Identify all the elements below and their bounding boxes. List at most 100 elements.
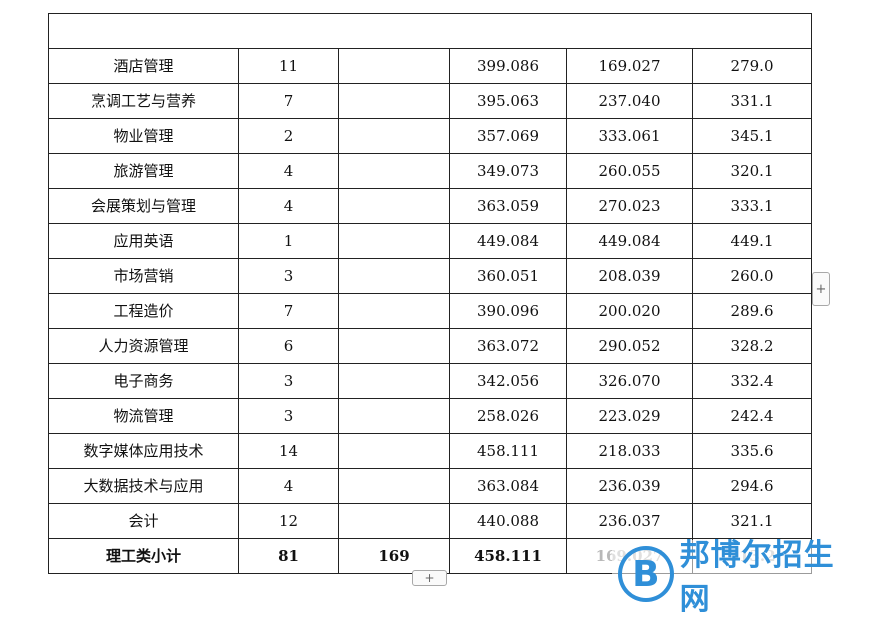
plan-count-cell[interactable]: 3 — [238, 363, 339, 399]
max-score-cell[interactable]: 349.073 — [449, 153, 567, 189]
min-score-cell[interactable]: 449.084 — [566, 223, 693, 259]
table-row: 应用英语 1 449.084 449.084 449.1 — [48, 223, 813, 259]
max-score-cell[interactable]: 395.063 — [449, 83, 567, 119]
min-score-cell[interactable]: 236.039 — [566, 468, 693, 504]
col3-cell[interactable] — [338, 503, 450, 539]
major-name-cell[interactable]: 烹调工艺与营养 — [48, 83, 239, 119]
major-name-cell[interactable]: 应用英语 — [48, 223, 239, 259]
add-column-button[interactable]: + — [812, 272, 830, 306]
major-name-cell[interactable]: 数字媒体应用技术 — [48, 433, 239, 469]
max-score-cell[interactable]: 342.056 — [449, 363, 567, 399]
score-table: 酒店管理 11 399.086 169.027 279.0 烹调工艺与营养 7 395.063… — [47, 13, 813, 574]
col3-cell[interactable] — [338, 83, 450, 119]
max-score-cell[interactable]: 360.051 — [449, 258, 567, 294]
max-score-cell[interactable]: 458.111 — [449, 433, 567, 469]
col3-cell[interactable] — [338, 328, 450, 364]
col3-cell[interactable] — [338, 258, 450, 294]
subtotal-major-name-cell[interactable]: 理工类小计 — [48, 538, 239, 574]
plan-count-cell[interactable]: 4 — [238, 188, 339, 224]
min-score-cell[interactable]: 237.040 — [566, 83, 693, 119]
col3-cell[interactable] — [338, 223, 450, 259]
col3-cell[interactable] — [338, 433, 450, 469]
table-row: 数字媒体应用技术 14 458.111 218.033 335.6 — [48, 433, 813, 469]
add-row-button[interactable]: + — [412, 570, 447, 586]
table-row: 工程造价 7 390.096 200.020 289.6 — [48, 293, 813, 329]
table-row: 大数据技术与应用 4 363.084 236.039 294.6 — [48, 468, 813, 504]
major-name-cell[interactable]: 市场营销 — [48, 258, 239, 294]
major-name-cell[interactable]: 酒店管理 — [48, 48, 239, 84]
avg-score-cell[interactable]: 335.6 — [691, 433, 813, 469]
avg-score-cell[interactable]: 242.4 — [691, 398, 813, 434]
max-score-cell[interactable]: 363.072 — [449, 328, 567, 364]
avg-score-cell[interactable]: 260.0 — [691, 258, 813, 294]
max-score-cell[interactable]: 449.084 — [449, 223, 567, 259]
avg-score-cell[interactable]: 345.1 — [691, 118, 813, 154]
min-score-cell[interactable]: 236.037 — [566, 503, 693, 539]
max-score-cell[interactable]: 258.026 — [449, 398, 567, 434]
max-score-cell[interactable]: 357.069 — [449, 118, 567, 154]
col3-cell[interactable] — [338, 118, 450, 154]
plan-count-cell[interactable]: 3 — [238, 398, 339, 434]
major-name-cell[interactable]: 旅游管理 — [48, 153, 239, 189]
max-score-cell[interactable]: 390.096 — [449, 293, 567, 329]
min-score-cell[interactable]: 223.029 — [566, 398, 693, 434]
major-name-cell[interactable]: 会计 — [48, 503, 239, 539]
avg-score-cell[interactable]: 289.6 — [691, 293, 813, 329]
min-score-cell[interactable]: 326.070 — [566, 363, 693, 399]
merged-header-cell[interactable] — [47, 13, 813, 49]
col3-cell[interactable] — [338, 48, 450, 84]
subtotal-col3-cell[interactable]: 169 — [338, 538, 450, 574]
col3-cell[interactable] — [338, 188, 450, 224]
avg-score-cell[interactable]: 321.1 — [691, 503, 813, 539]
max-score-cell[interactable]: 440.088 — [449, 503, 567, 539]
plan-count-cell[interactable]: 7 — [238, 293, 339, 329]
table-row: 旅游管理 4 349.073 260.055 320.1 — [48, 153, 813, 189]
min-score-cell[interactable]: 260.055 — [566, 153, 693, 189]
watermark: B 邦博尔招生网 — [612, 538, 864, 617]
plan-count-cell[interactable]: 11 — [238, 48, 339, 84]
col3-cell[interactable] — [338, 153, 450, 189]
plan-count-cell[interactable]: 14 — [238, 433, 339, 469]
plan-count-cell[interactable]: 3 — [238, 258, 339, 294]
min-score-cell[interactable]: 333.061 — [566, 118, 693, 154]
min-score-cell[interactable]: 200.020 — [566, 293, 693, 329]
plan-count-cell[interactable]: 1 — [238, 223, 339, 259]
major-name-cell[interactable]: 物流管理 — [48, 398, 239, 434]
avg-score-cell[interactable]: 328.2 — [691, 328, 813, 364]
plan-count-cell[interactable]: 7 — [238, 83, 339, 119]
avg-score-cell[interactable]: 449.1 — [691, 223, 813, 259]
min-score-cell[interactable]: 218.033 — [566, 433, 693, 469]
min-score-cell[interactable]: 270.023 — [566, 188, 693, 224]
min-score-cell[interactable]: 169.027 — [566, 48, 693, 84]
plan-count-cell[interactable]: 6 — [238, 328, 339, 364]
blank-header-row — [47, 13, 813, 49]
major-name-cell[interactable]: 人力资源管理 — [48, 328, 239, 364]
max-score-cell[interactable]: 363.084 — [449, 468, 567, 504]
avg-score-cell[interactable]: 332.4 — [691, 363, 813, 399]
col3-cell[interactable] — [338, 468, 450, 504]
avg-score-cell[interactable]: 333.1 — [691, 188, 813, 224]
plan-count-cell[interactable]: 4 — [238, 153, 339, 189]
min-score-cell[interactable]: 290.052 — [566, 328, 693, 364]
col3-cell[interactable] — [338, 293, 450, 329]
plan-count-cell[interactable]: 12 — [238, 503, 339, 539]
avg-score-cell[interactable]: 294.6 — [691, 468, 813, 504]
max-score-cell[interactable]: 363.059 — [449, 188, 567, 224]
min-score-cell[interactable]: 208.039 — [566, 258, 693, 294]
major-name-cell[interactable]: 物业管理 — [48, 118, 239, 154]
max-score-cell[interactable]: 399.086 — [449, 48, 567, 84]
plan-count-cell[interactable]: 4 — [238, 468, 339, 504]
major-name-cell[interactable]: 电子商务 — [48, 363, 239, 399]
col3-cell[interactable] — [338, 398, 450, 434]
major-name-cell[interactable]: 大数据技术与应用 — [48, 468, 239, 504]
table-row: 酒店管理 11 399.086 169.027 279.0 — [48, 48, 813, 84]
avg-score-cell[interactable]: 279.0 — [691, 48, 813, 84]
col3-cell[interactable] — [338, 363, 450, 399]
subtotal-max-score-cell[interactable]: 458.111 — [449, 538, 567, 574]
subtotal-plan-count-cell[interactable]: 81 — [238, 538, 339, 574]
plan-count-cell[interactable]: 2 — [238, 118, 339, 154]
major-name-cell[interactable]: 工程造价 — [48, 293, 239, 329]
avg-score-cell[interactable]: 320.1 — [691, 153, 813, 189]
major-name-cell[interactable]: 会展策划与管理 — [48, 188, 239, 224]
avg-score-cell[interactable]: 331.1 — [691, 83, 813, 119]
